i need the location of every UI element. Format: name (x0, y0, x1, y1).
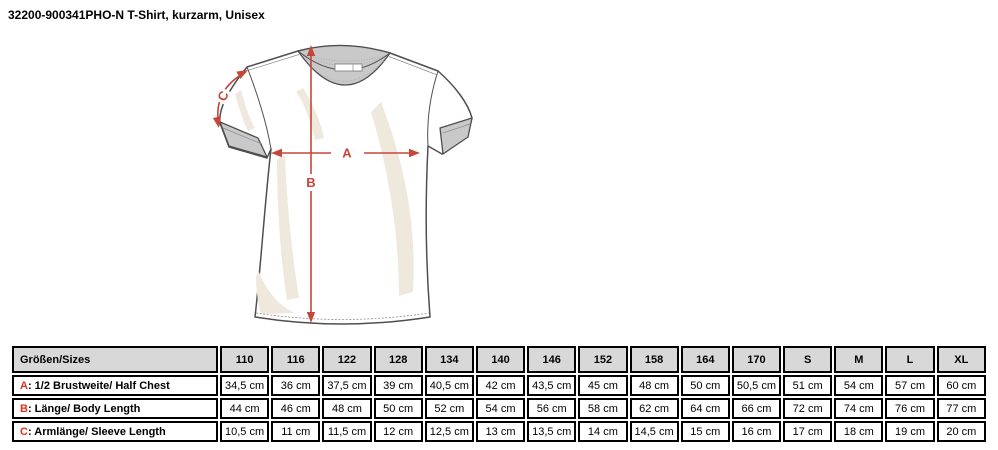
measurement-row: C: Armlänge/ Sleeve Length 10,5 cm 11 cm 11… (12, 421, 986, 442)
measurement-value: 62 cm (629, 398, 679, 419)
measurement-value: 72 cm (783, 398, 833, 419)
measurement-value: 42 cm (475, 375, 526, 396)
measurement-value: 48 cm (322, 398, 372, 419)
size-column-header: 170 (731, 346, 782, 373)
size-column-header: L (885, 346, 935, 373)
measurement-value: 54 cm (834, 375, 884, 396)
measurement-value: 18 cm (834, 421, 884, 442)
measurement-row: B: Länge/ Body Length 44 cm 46 cm 48 cm 50 c… (12, 398, 986, 419)
measure-arrow-c: C (212, 70, 248, 128)
arrow-label-a: A (342, 146, 352, 161)
size-column-header: 158 (629, 346, 679, 373)
left-sleeve-cuff (219, 121, 268, 158)
measurement-label: A: 1/2 Brustweite/ Half Chest (12, 375, 218, 396)
measurement-value: 64 cm (680, 398, 730, 419)
measurement-value: 13 cm (475, 421, 526, 442)
measurement-value: 45 cm (578, 375, 628, 396)
arrow-label-b: B (306, 175, 315, 190)
measurement-value: 60 cm (936, 375, 986, 396)
measurement-value: 51 cm (783, 375, 833, 396)
measurement-value: 58 cm (578, 398, 628, 419)
size-column-header: 134 (424, 346, 474, 373)
measurement-value: 12,5 cm (424, 421, 474, 442)
measurement-letter: B (20, 402, 28, 415)
measurement-value: 11,5 cm (322, 421, 372, 442)
size-column-header: S (783, 346, 833, 373)
size-column-header: M (834, 346, 884, 373)
measurement-value: 74 cm (834, 398, 884, 419)
page-title: 32200-900341PHO-N T-Shirt, kurzarm, Unis… (8, 8, 265, 22)
size-column-header: 128 (373, 346, 423, 373)
measurement-value: 39 cm (373, 375, 423, 396)
size-table-header-row: Größen/Sizes 110 116 122 128 134 140 146 152 158 1… (12, 346, 986, 373)
fabric-shading (235, 88, 414, 314)
measurement-value: 14 cm (578, 421, 628, 442)
measurement-label: C: Armlänge/ Sleeve Length (12, 421, 218, 442)
size-column-header: 164 (680, 346, 730, 373)
measurement-value: 43,5 cm (527, 375, 577, 396)
size-column-header: 152 (578, 346, 628, 373)
measurement-value: 56 cm (527, 398, 577, 419)
measure-arrow-a: A (271, 146, 420, 161)
measurement-value: 13,5 cm (527, 421, 577, 442)
measurement-value: 16 cm (731, 421, 782, 442)
measurement-value: 34,5 cm (220, 375, 270, 396)
measurement-value: 48 cm (629, 375, 679, 396)
measurement-value: 50,5 cm (731, 375, 782, 396)
collar-label-tag (334, 63, 363, 72)
measurement-value: 10,5 cm (220, 421, 270, 442)
size-column-header: 140 (475, 346, 526, 373)
measurement-value: 77 cm (936, 398, 986, 419)
measurement-value: 50 cm (680, 375, 730, 396)
tshirt-drawing: A B C (212, 44, 473, 325)
measurement-value: 11 cm (271, 421, 321, 442)
measure-arrow-b: B (306, 45, 316, 323)
measurement-value: 36 cm (271, 375, 321, 396)
measurement-value: 20 cm (936, 421, 986, 442)
measurement-value: 66 cm (731, 398, 782, 419)
measurement-row: A: 1/2 Brustweite/ Half Chest 34,5 cm 36 c… (12, 375, 986, 396)
measurement-label: B: Länge/ Body Length (12, 398, 218, 419)
measurement-value: 37,5 cm (322, 375, 372, 396)
right-sleeve-cuff (439, 117, 473, 155)
measurement-value: 14,5 cm (629, 421, 679, 442)
measurement-letter: C (20, 425, 28, 438)
measurement-value: 19 cm (885, 421, 935, 442)
measurement-value: 52 cm (424, 398, 474, 419)
measurement-value: 17 cm (783, 421, 833, 442)
measurement-value: 76 cm (885, 398, 935, 419)
tshirt-size-diagram: A B C (185, 30, 495, 342)
size-column-header: XL (936, 346, 986, 373)
measurement-value: 46 cm (271, 398, 321, 419)
measurement-value: 44 cm (220, 398, 270, 419)
measurement-value: 54 cm (475, 398, 526, 419)
sizes-corner-header: Größen/Sizes (12, 346, 218, 373)
measurement-value: 50 cm (373, 398, 423, 419)
size-table: Größen/Sizes 110 116 122 128 134 140 146 152 158 1… (10, 344, 988, 444)
size-column-header: 146 (527, 346, 577, 373)
size-column-header: 110 (220, 346, 270, 373)
measurement-value: 57 cm (885, 375, 935, 396)
size-table-body: A: 1/2 Brustweite/ Half Chest 34,5 cm 36 c… (12, 375, 986, 442)
measurement-value: 12 cm (373, 421, 423, 442)
seam-lines (246, 54, 439, 320)
measurement-letter: A (20, 379, 28, 392)
size-column-header: 116 (271, 346, 321, 373)
size-column-header: 122 (322, 346, 372, 373)
measurement-value: 15 cm (680, 421, 730, 442)
measurement-value: 40,5 cm (424, 375, 474, 396)
